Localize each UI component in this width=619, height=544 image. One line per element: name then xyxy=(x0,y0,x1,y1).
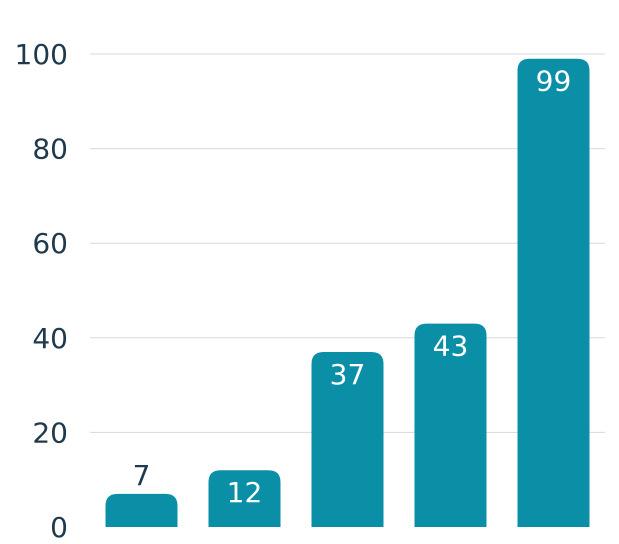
y-tick-label-80: 80 xyxy=(32,133,68,166)
bars xyxy=(105,58,590,527)
y-tick-label-0: 0 xyxy=(50,511,68,544)
y-tick-label-40: 40 xyxy=(32,322,68,355)
y-tick-label-20: 20 xyxy=(32,416,68,449)
data-labels: 7 12 37 43 99 xyxy=(133,65,572,510)
bar-1 xyxy=(105,493,178,527)
data-label-2: 12 xyxy=(227,476,263,509)
data-label-1: 7 xyxy=(133,459,151,492)
data-label-3: 37 xyxy=(330,358,366,391)
y-tick-label-60: 60 xyxy=(32,227,68,260)
bar-2 xyxy=(208,470,281,527)
bar-3 xyxy=(311,351,384,527)
data-label-4: 43 xyxy=(433,330,469,363)
bar-5 xyxy=(517,58,590,527)
y-axis-tick-labels: 0 20 40 60 80 100 xyxy=(15,38,68,544)
bar-4 xyxy=(414,323,487,527)
data-label-5: 99 xyxy=(536,65,572,98)
y-tick-label-100: 100 xyxy=(15,38,68,71)
